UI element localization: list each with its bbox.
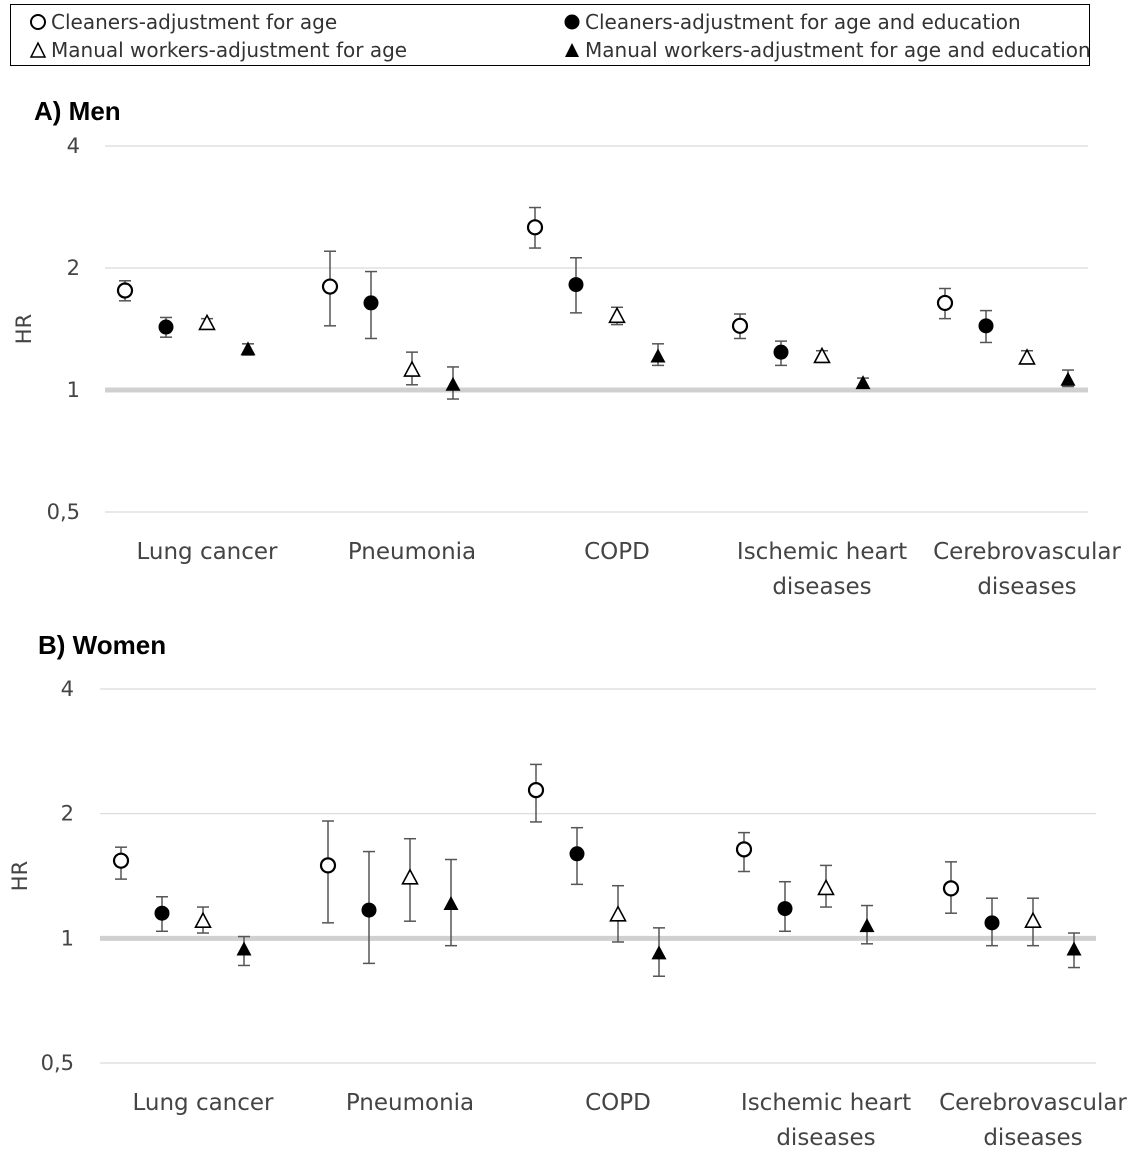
data-point	[608, 306, 626, 324]
category-label: Cerebrovascular	[933, 539, 1121, 565]
data-point	[1066, 941, 1082, 956]
category-label: Lung cancer	[132, 1090, 274, 1116]
data-point	[817, 878, 835, 896]
data-point	[443, 896, 459, 911]
data-point	[609, 905, 627, 922]
data-point	[198, 313, 216, 331]
category-label: Ischemic heart	[737, 539, 907, 565]
category-label: Ischemic heart	[741, 1090, 911, 1116]
data-point	[1060, 371, 1076, 386]
legend-label: Cleaners-adjustment for age and educatio…	[585, 10, 1021, 34]
data-point	[773, 344, 789, 360]
y-tick-label: 4	[61, 677, 74, 701]
data-point	[319, 857, 337, 874]
y-tick-label: 1	[61, 926, 74, 950]
data-point	[650, 348, 666, 363]
data-point	[942, 880, 960, 897]
chart-men: A) Men 0,5 1 2 4 HR Lung cancer Pneumonia COPD Is…	[12, 96, 1121, 600]
filled-triangle-icon	[565, 43, 579, 57]
panel-title: A) Men	[34, 96, 121, 126]
y-tick-label: 1	[67, 378, 80, 402]
data-point	[813, 346, 831, 364]
chart-women: B) Women 0,5 1 2 4 HR Lung cancer Pneumonia COPD…	[8, 630, 1127, 1151]
data-point	[984, 915, 1000, 931]
data-point	[1024, 911, 1042, 928]
y-tick-label: 0,5	[47, 500, 80, 524]
data-point	[361, 902, 377, 918]
data-point	[236, 941, 252, 956]
data-point	[321, 278, 339, 295]
data-point	[194, 911, 212, 928]
y-tick-label: 2	[61, 802, 74, 826]
data-point	[777, 901, 793, 917]
data-point	[1018, 348, 1036, 365]
data-point	[859, 918, 875, 933]
category-label: diseases	[776, 1125, 875, 1151]
legend-label: Cleaners-adjustment for age	[51, 10, 338, 34]
data-point	[240, 341, 256, 356]
category-label: Pneumonia	[346, 1090, 474, 1116]
y-tick-label: 4	[67, 134, 80, 158]
category-label: diseases	[983, 1125, 1082, 1151]
legend-label: Manual workers-adjustment for age and ed…	[585, 38, 1091, 62]
y-axis-label: HR	[12, 314, 36, 344]
data-point	[116, 282, 134, 299]
data-point	[731, 317, 749, 334]
category-label: Pneumonia	[348, 539, 476, 565]
legend-label: Manual workers-adjustment for age	[51, 38, 408, 62]
data-point	[568, 277, 584, 293]
y-tick-label: 2	[67, 256, 80, 280]
data-point	[445, 376, 461, 391]
category-label: Lung cancer	[136, 539, 278, 565]
data-point	[569, 846, 585, 862]
open-triangle-icon	[29, 41, 47, 58]
panel-title: B) Women	[38, 630, 166, 660]
data-point	[158, 319, 174, 335]
data-point	[154, 905, 170, 921]
data-point	[735, 841, 753, 858]
y-tick-label: 0,5	[41, 1051, 74, 1075]
data-point	[527, 782, 545, 799]
data-point	[112, 852, 130, 869]
legend: Cleaners-adjustment for age Cleaners-adj…	[10, 4, 1091, 66]
data-point	[526, 219, 544, 236]
data-point	[401, 868, 419, 885]
category-label: diseases	[772, 574, 871, 600]
category-label: COPD	[585, 1090, 651, 1116]
open-circle-icon	[30, 14, 46, 30]
data-point	[403, 360, 421, 377]
category-label: diseases	[977, 574, 1076, 600]
data-point	[978, 318, 994, 334]
y-axis-label: HR	[8, 861, 32, 891]
data-point	[936, 294, 954, 312]
data-point	[363, 295, 379, 311]
data-point	[651, 945, 667, 960]
category-label: COPD	[584, 539, 650, 565]
data-point	[855, 375, 871, 390]
filled-circle-icon	[564, 14, 580, 30]
category-label: Cerebrovascular	[939, 1090, 1127, 1116]
